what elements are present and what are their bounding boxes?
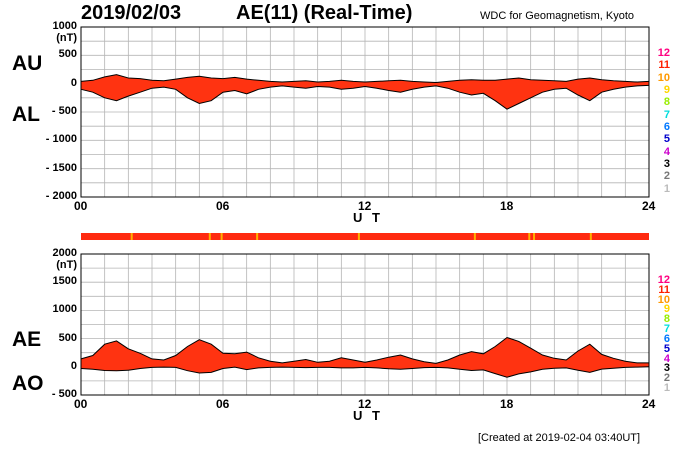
legend-station-count: 12 xyxy=(657,274,670,286)
ae-ao-fill xyxy=(81,337,649,378)
au-series-line xyxy=(80,74,650,84)
al-series-line xyxy=(80,84,650,110)
station-count-band xyxy=(220,233,223,240)
ao-series-line xyxy=(80,366,650,378)
au-al-xaxis-title: U T xyxy=(353,210,383,225)
legend-station-count: 5 xyxy=(663,133,670,146)
au-al-fill xyxy=(81,74,649,110)
ae-ao-ytick-label: 0 xyxy=(70,359,77,372)
al-label: AL xyxy=(12,103,40,126)
legend-station-count: 7 xyxy=(663,108,670,121)
ae-ao-ytick-label: 500 xyxy=(58,331,77,344)
legend-station-count: 7 xyxy=(663,323,670,336)
created-timestamp: [Created at 2019-02-04 03:40UT] xyxy=(478,432,641,444)
legend-station-count: 11 xyxy=(658,283,670,296)
legend-station-count: 2 xyxy=(663,170,670,183)
legend-station-count: 10 xyxy=(657,71,670,84)
legend-station-count: 2 xyxy=(663,372,670,385)
au-label: AU xyxy=(12,52,43,75)
legend-station-count: 9 xyxy=(663,83,670,96)
legend-station-count: 6 xyxy=(663,120,670,133)
au-al-xtick-label: 06 xyxy=(216,199,230,213)
ae-ao-ytick-label: 1500 xyxy=(52,275,77,288)
legend-station-count: 6 xyxy=(663,332,670,345)
ae-ao-xtick-label: 00 xyxy=(74,397,88,411)
au-al-xtick-label: 24 xyxy=(642,199,656,213)
legend-station-count: 11 xyxy=(658,59,670,72)
legend-station-count: 5 xyxy=(663,342,670,355)
au-al-ytick-label: - 1500 xyxy=(45,161,77,174)
ae-ao-xaxis-title: U T xyxy=(353,408,383,423)
au-al-ytick-label: - 500 xyxy=(51,105,77,117)
ae-ao-unit-label: (nT) xyxy=(56,259,77,271)
ae-ao-ytick-label: 2000 xyxy=(52,247,77,259)
au-al-frame xyxy=(80,26,650,198)
ae-series-line xyxy=(80,336,649,364)
au-al-xtick-label: 18 xyxy=(500,199,514,213)
legend-station-count: 4 xyxy=(663,145,670,158)
au-al-ytick-label: 1000 xyxy=(52,20,77,32)
legend-station-count: 12 xyxy=(657,47,670,59)
ae-label: AE xyxy=(12,328,42,351)
au-al-ytick-label: - 2000 xyxy=(45,190,77,202)
legend-station-count: 8 xyxy=(663,313,670,326)
au-al-ytick-label: 0 xyxy=(70,76,77,89)
ae-ao-xtick-label: 24 xyxy=(642,397,656,411)
legend-station-count: 3 xyxy=(663,362,670,375)
legend-station-count: 8 xyxy=(663,96,670,109)
station-count-band xyxy=(357,233,360,240)
legend-station-count: 3 xyxy=(663,157,670,170)
station-count-band xyxy=(473,233,476,240)
legend-station-count: 9 xyxy=(663,303,670,316)
station-count-band xyxy=(130,233,133,240)
au-al-ytick-label: - 1000 xyxy=(45,133,77,146)
legend-station-count: 4 xyxy=(663,352,670,365)
ae-ao-xtick-label: 06 xyxy=(216,397,230,411)
station-count-band xyxy=(208,233,211,240)
station-count-strip xyxy=(81,233,649,240)
ae-ao-ytick-label: - 500 xyxy=(51,388,77,400)
au-al-xtick-label: 00 xyxy=(74,199,88,213)
station-count-band xyxy=(533,233,536,240)
au-al-unit-label: (nT) xyxy=(56,32,77,44)
chart-title: AE(11) (Real-Time) xyxy=(236,2,413,24)
ao-label: AO xyxy=(12,372,44,395)
station-count-band xyxy=(528,233,531,240)
legend-station-count: 1 xyxy=(663,382,670,395)
credit-label: WDC for Geomagnetism, Kyoto xyxy=(480,10,635,22)
station-count-band xyxy=(589,233,592,240)
legend-station-count: 1 xyxy=(663,182,670,195)
ae-ao-ytick-label: 1000 xyxy=(52,303,77,316)
legend-station-count: 10 xyxy=(657,293,670,306)
date-label: 2019/02/03 xyxy=(81,2,182,24)
au-al-ytick-label: 500 xyxy=(58,48,77,61)
station-count-band xyxy=(256,233,259,240)
au-al-xtick-label: 12 xyxy=(358,199,372,213)
ae-ao-xtick-label: 18 xyxy=(500,397,514,411)
ae-ao-frame xyxy=(80,253,650,396)
ae-ao-xtick-label: 12 xyxy=(358,397,372,411)
